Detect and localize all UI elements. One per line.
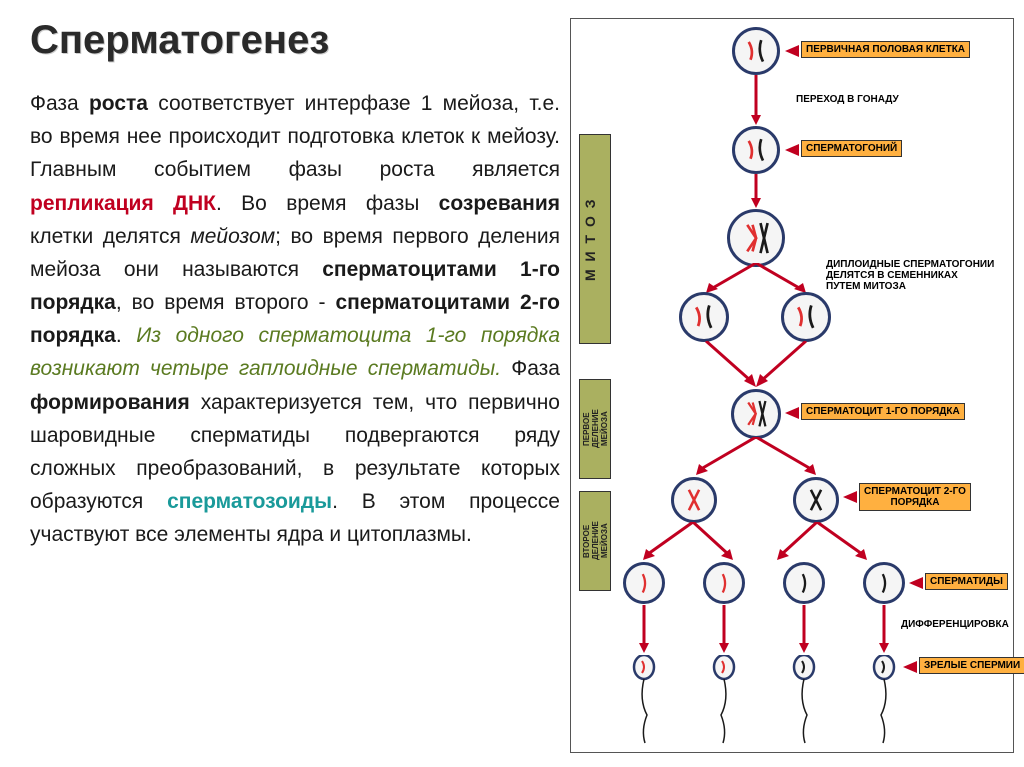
sperm-2 xyxy=(707,655,741,745)
cell-spc2-left xyxy=(671,477,717,523)
diagram-panel: М И Т О З ПЕРВОЕ ДЕЛЕНИЕ МЕЙОЗА ВТОРОЕ Д… xyxy=(570,18,1014,753)
arrow-diff-2 xyxy=(717,605,731,653)
cell-mitosis-right xyxy=(781,292,831,342)
label-spc1: СПЕРМАТОЦИТ 1-ГО ПОРЯДКА xyxy=(801,403,965,420)
label-mature: ЗРЕЛЫЕ СПЕРМИИ xyxy=(919,657,1024,674)
arrow-diff-4 xyxy=(877,605,891,653)
arrow-spc1 xyxy=(785,407,799,419)
arrow-diff-3 xyxy=(797,605,811,653)
label-spc2: СПЕРМАТОЦИТ 2-ГО ПОРЯДКА xyxy=(859,483,971,511)
cell-spc1 xyxy=(731,389,781,439)
main-paragraph: Фаза роста соответствует интерфазе 1 мей… xyxy=(30,87,560,551)
label-primordial: ПЕРВИЧНАЯ ПОЛОВАЯ КЛЕТКА xyxy=(801,41,970,58)
sperm-4 xyxy=(867,655,901,745)
sperm-1 xyxy=(627,655,661,745)
cell-spermatogonium xyxy=(732,126,780,174)
arrow-down-2 xyxy=(749,174,763,208)
sperm-3 xyxy=(787,655,821,745)
cell-spermatid-1 xyxy=(623,562,665,604)
arrow-down-1 xyxy=(749,75,763,125)
label-spermatogonium: СПЕРМАТОГОНИЙ xyxy=(801,140,902,157)
arrow-branch-spc2 xyxy=(681,437,831,479)
arrow-converge-spc1 xyxy=(691,341,821,391)
cell-mitosis-left xyxy=(679,292,729,342)
side-label-mitosis: М И Т О З xyxy=(579,134,611,344)
cell-spermatid-3 xyxy=(783,562,825,604)
arrow-spermatogonium xyxy=(785,144,799,156)
arrow-mature xyxy=(903,661,917,673)
cell-primordial xyxy=(732,27,780,75)
cell-spermatid-4 xyxy=(863,562,905,604)
arrow-diff-1 xyxy=(637,605,651,653)
label-spermatids: СПЕРМАТИДЫ xyxy=(925,573,1008,590)
arrow-branch-spermatids-r xyxy=(757,522,877,564)
label-diploid-note: ДИПЛОИДНЫЕ СПЕРМАТОГОНИИ ДЕЛЯТСЯ В СЕМЕН… xyxy=(826,259,994,292)
arrow-branch-spermatids-l xyxy=(633,522,753,564)
label-to-gonad: ПЕРЕХОД В ГОНАДУ xyxy=(796,94,899,105)
arrow-spermatids xyxy=(909,577,923,589)
cell-replicated xyxy=(727,209,785,267)
arrow-primordial xyxy=(785,45,799,57)
page-title: Сперматогенез xyxy=(30,18,560,63)
side-label-meiosis2: ВТОРОЕ ДЕЛЕНИЕ МЕЙОЗА xyxy=(579,491,611,591)
side-label-meiosis1: ПЕРВОЕ ДЕЛЕНИЕ МЕЙОЗА xyxy=(579,379,611,479)
arrow-spc2 xyxy=(843,491,857,503)
cell-spermatid-2 xyxy=(703,562,745,604)
cell-spc2-right xyxy=(793,477,839,523)
label-diff: ДИФФЕРЕНЦИРОВКА xyxy=(901,619,1009,630)
